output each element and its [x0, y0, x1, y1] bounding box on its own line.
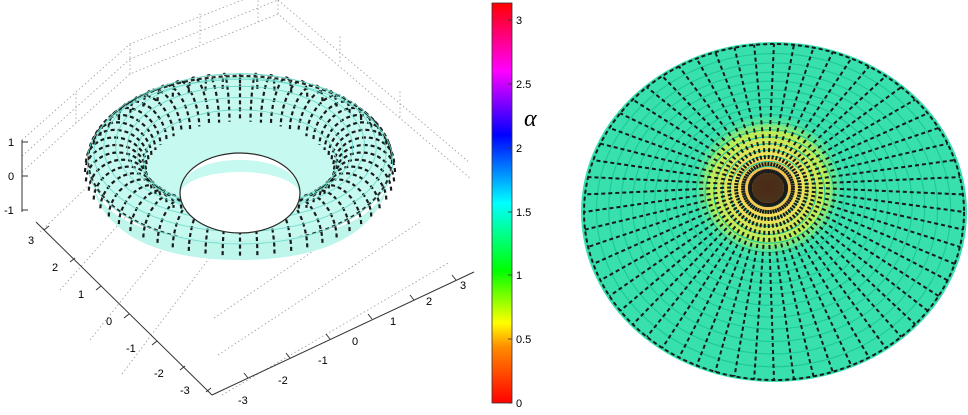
colorbar-tick-labels: 0 0.5 1 1.5 2 2.5 3: [516, 15, 531, 410]
colorbar-tick-label: 0: [516, 398, 522, 410]
x-tick-label: -3: [238, 395, 248, 407]
colorbar-label: α: [524, 106, 537, 132]
z-tick-label: 0: [8, 171, 14, 183]
colorbar: 0 0.5 1 1.5 2 2.5 3 α: [492, 3, 537, 410]
x-tick-label: -2: [278, 375, 288, 387]
right-torus-plot: [581, 42, 967, 382]
x-tick-label: 0: [352, 336, 358, 348]
x-tick-label: 2: [426, 296, 432, 308]
y-tick-label: 3: [28, 235, 34, 247]
y-tick-label: 0: [106, 316, 112, 328]
y-tick-label: -1: [126, 343, 136, 355]
left-torus-plot: 1 0 -1 3 2 1 0 -1 -2 -3 -3 -2 -1 0 1 2 3: [4, 0, 474, 407]
colorbar-tick-label: 2: [516, 143, 522, 155]
colorbar-tick-label: 1.5: [516, 207, 531, 219]
colorbar-gradient: [492, 3, 512, 403]
x-tick-label: -1: [318, 355, 328, 367]
colorbar-tick-label: 0.5: [516, 334, 531, 346]
y-tick-label: 1: [78, 289, 84, 301]
y-tick-label: -3: [180, 385, 190, 397]
torus-surface: [85, 73, 395, 260]
x-tick-label: 1: [390, 316, 396, 328]
y-tick-label: -2: [154, 368, 164, 380]
z-tick-label: 1: [8, 137, 14, 149]
colorbar-tick-label: 3: [516, 15, 522, 27]
colorbar-tick-label: 2.5: [516, 79, 531, 91]
z-tick-labels: 1 0 -1: [4, 137, 14, 217]
y-tick-label: 2: [52, 262, 58, 274]
z-tick-label: -1: [4, 205, 14, 217]
x-tick-labels: -3 -2 -1 0 1 2 3: [238, 280, 466, 407]
colorbar-tick-label: 1: [516, 270, 522, 282]
x-tick-label: 3: [460, 280, 466, 292]
